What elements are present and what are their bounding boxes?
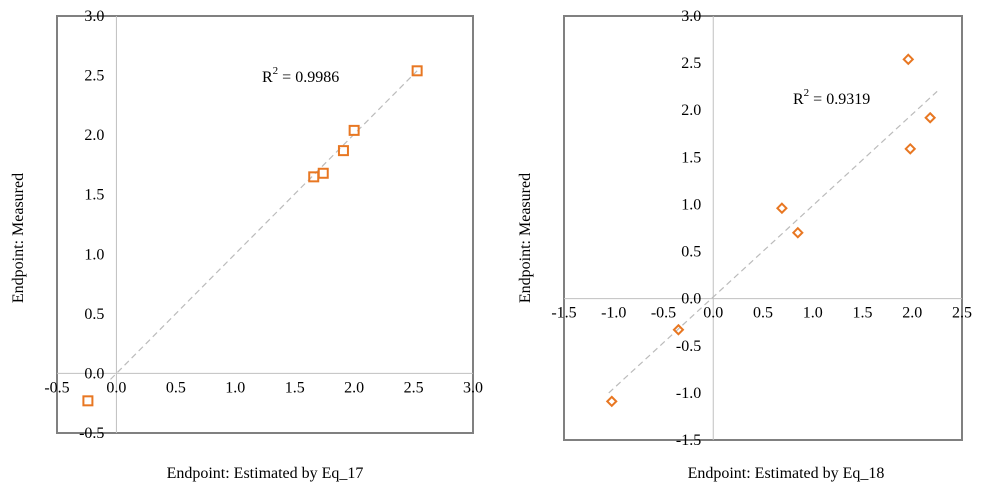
chart-right-y-tick-label: -1.0 [676,385,701,402]
chart-right-y-tick-label: 0.5 [681,244,701,261]
chart-right-x-tick-label: -0.5 [651,305,676,322]
chart-right-y-tick-label: 0.0 [681,291,701,308]
chart-right-data-point [791,226,804,239]
chart-right-data-point [924,111,937,124]
chart-left-data-point [348,124,360,136]
chart-right-x-axis-title: Endpoint: Estimated by Eq_18 [688,465,885,482]
chart-left-y-axis-title: Endpoint: Measured [10,173,27,303]
chart-right-y-tick-label: 3.0 [681,8,701,25]
chart-left-y-tick-label: 2.5 [84,68,104,85]
chart-right-x-tick-label: 0.5 [753,305,773,322]
chart-left-x-tick-label: 0.0 [106,379,126,396]
chart-left-x-axis-title: Endpoint: Estimated by Eq_17 [167,465,364,482]
chart-left-y-tick-label: 2.0 [84,127,104,144]
chart-right-y-tick-label: 1.5 [681,149,701,166]
chart-right-x-tick-label: -1.0 [601,305,626,322]
chart-right-x-tick-label: -1.5 [551,305,576,322]
chart-left-trendline [110,70,418,380]
chart-right-data-point [605,395,618,408]
chart-left-x-tick-label: 2.0 [344,379,364,396]
chart-left-x-tick-label: 1.5 [285,379,305,396]
chart-right-data-point [902,53,915,66]
chart-right-x-tick-label: 2.5 [952,305,972,322]
chart-left-y-tick-label: 0.5 [84,306,104,323]
chart-left-y-tick-label: -0.5 [79,425,104,442]
chart-left-x-tick-label: 0.5 [166,379,186,396]
chart-left-x-tick-label: 3.0 [463,379,483,396]
chart-right-y-tick-label: -1.5 [676,432,701,449]
chart-right-y-tick-label: 2.5 [681,55,701,72]
chart-left-data-point [337,145,349,157]
chart-right-data-point [904,142,917,155]
chart-right-x-tick-label: 0.0 [703,305,723,322]
chart-right-y-tick-label: 1.0 [681,196,701,213]
chart-right-x-tick-label: 2.0 [902,305,922,322]
chart-left-data-point [411,65,423,77]
chart-left-data-point [317,167,329,179]
chart-left-x-tick-label: 2.5 [404,379,424,396]
chart-left-y-tick-label: 1.0 [84,246,104,263]
chart-right-x-tick-label: 1.5 [853,305,873,322]
chart-left-data-point [82,395,94,407]
chart-left-r2-annotation: R2 = 0.9986 [262,65,339,86]
chart-right: -1.5 -1.0 -0.5 0.0 0.5 1.0 1.5 2.0 2.5 -1.5-1.0-… [517,8,972,482]
chart-right-trendline [608,90,938,394]
chart-left-y-tick-label: 3.0 [84,8,104,25]
chart-right-data-point [775,202,788,215]
chart-left-x-tick-label: 1.0 [225,379,245,396]
chart-right-data-point [672,323,685,336]
chart-right-x-tick-label: 1.0 [803,305,823,322]
chart-left-x-tick-label: -0.5 [44,379,69,396]
chart-right-r2-annotation: R2 = 0.9319 [793,87,870,108]
chart-left-y-tick-label: 0.0 [84,365,104,382]
chart-right-y-tick-label: -0.5 [676,338,701,355]
chart-left: -0.5 0.0 0.5 1.0 1.5 2.0 2.5 3.0 -0.5 0.0 0.5 1.0 1… [10,8,483,482]
chart-left-y-tick-label: 1.5 [84,187,104,204]
chart-right-frame [563,15,963,441]
chart-right-y-axis-title: Endpoint: Measured [517,173,534,303]
chart-right-y-tick-label: 2.0 [681,102,701,119]
